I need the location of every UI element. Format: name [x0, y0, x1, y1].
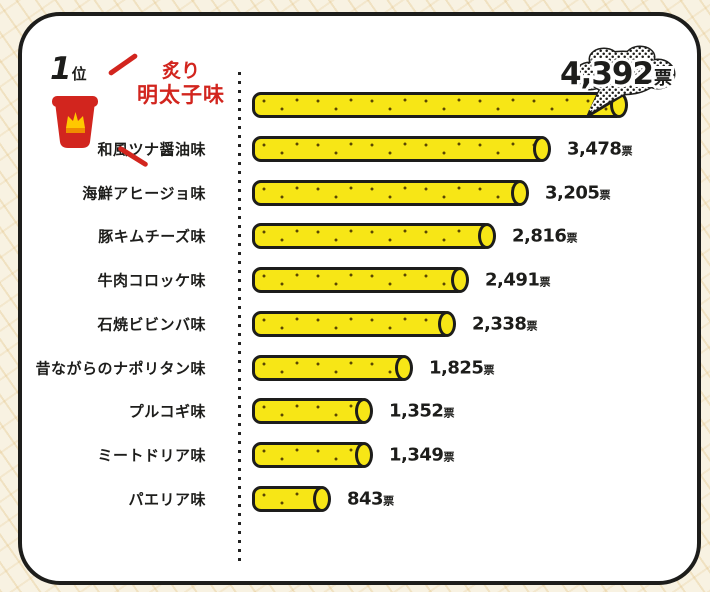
- vote-count: 3,205票: [545, 182, 610, 203]
- rank-suffix: 位: [71, 65, 87, 83]
- vote-number: 3,478: [567, 138, 622, 160]
- bar-end-cap: [313, 485, 331, 512]
- bar-end-cap: [511, 179, 529, 206]
- axis-dotted-line: [238, 72, 241, 561]
- rank-number: 1: [50, 51, 72, 87]
- bar-row: 豚キムチーズ味 2,816票: [0, 215, 710, 258]
- bar-row: ミートドリア味 1,349票: [0, 434, 710, 477]
- vote-count: 2,338票: [472, 313, 537, 334]
- winner-flavor-name: 炙り 明太子味: [122, 60, 240, 108]
- bar: [252, 485, 331, 512]
- vote-unit: 票: [599, 188, 611, 201]
- vote-number: 2,816: [512, 225, 567, 247]
- vote-unit: 票: [443, 450, 455, 464]
- vote-number: 1,352: [389, 400, 444, 422]
- rank-label: 1位: [50, 54, 87, 85]
- flavor-label: 石焼ビビンバ味: [97, 315, 206, 334]
- winner-cup-icon: [52, 96, 98, 148]
- bar: [252, 442, 373, 468]
- bar: [252, 354, 413, 381]
- bar-end-cap: [438, 310, 456, 337]
- vote-number: 843: [347, 488, 384, 510]
- first-place-badge: 1位 炙り 明太子味: [44, 52, 240, 168]
- vote-number: 3,205: [545, 182, 600, 203]
- vote-unit: 票: [621, 144, 633, 158]
- vote-unit: 票: [443, 406, 455, 420]
- flavor-label: 牛肉コロッケ味: [97, 271, 206, 290]
- vote-count: 1,825票: [429, 357, 494, 378]
- flavor-label: プルコギ味: [128, 402, 206, 421]
- vote-count: 3,478票: [567, 138, 632, 159]
- winner-vote-count: 4,392票: [560, 56, 672, 92]
- vote-unit: 票: [566, 231, 578, 245]
- bar-row: プルコギ味 1,352票: [0, 390, 710, 433]
- bar: [252, 223, 496, 250]
- winner-flavor-line2: 明太子味: [137, 82, 225, 107]
- vote-unit: 票: [539, 275, 551, 289]
- bar-row: 昔ながらのナポリタン味 1,825票: [0, 346, 710, 389]
- vote-unit: 票: [483, 363, 495, 376]
- vote-number: 1,825: [429, 357, 484, 378]
- flavor-label: パエリア味: [128, 490, 206, 509]
- bar-end-cap: [451, 267, 469, 293]
- speech-cloud-icon: 4,392票: [557, 45, 676, 118]
- winner-votes-bubble: 4,392票: [557, 45, 680, 124]
- flavor-label: 昔ながらのナポリタン味: [35, 359, 206, 377]
- vote-count: 1,349票: [389, 445, 454, 466]
- bar-end-cap: [395, 354, 413, 381]
- bar-row: 海鮮アヒージョ味 3,205票: [0, 171, 710, 214]
- vote-number: 2,338: [472, 313, 527, 335]
- vote-count: 843票: [347, 488, 394, 509]
- bar-end-cap: [478, 223, 496, 250]
- winner-flavor-line1: 炙り: [161, 60, 200, 82]
- bar: [252, 267, 469, 293]
- flavor-label: 海鮮アヒージョ味: [82, 184, 206, 202]
- bar: [252, 135, 551, 162]
- vote-unit: 票: [526, 319, 538, 333]
- vote-unit: 票: [383, 494, 395, 508]
- bar-row: パエリア味 843票: [0, 477, 710, 520]
- flavor-label: 豚キムチーズ味: [98, 227, 206, 246]
- bar: [252, 179, 529, 206]
- vote-number: 2,491: [485, 269, 540, 291]
- vote-count: 2,816票: [512, 226, 577, 247]
- bar-end-cap: [355, 442, 373, 468]
- bar: [252, 310, 456, 337]
- bar-row: 石焼ビビンバ味 2,338票: [0, 302, 710, 345]
- flavor-label: ミートドリア味: [97, 446, 206, 465]
- vote-count: 2,491票: [485, 270, 550, 291]
- vote-count: 1,352票: [389, 401, 454, 422]
- bar: [252, 398, 373, 425]
- bar-row: 牛肉コロッケ味 2,491票: [0, 259, 710, 302]
- vote-number: 1,349: [389, 444, 444, 466]
- bar-end-cap: [533, 135, 551, 162]
- bar-end-cap: [355, 398, 373, 425]
